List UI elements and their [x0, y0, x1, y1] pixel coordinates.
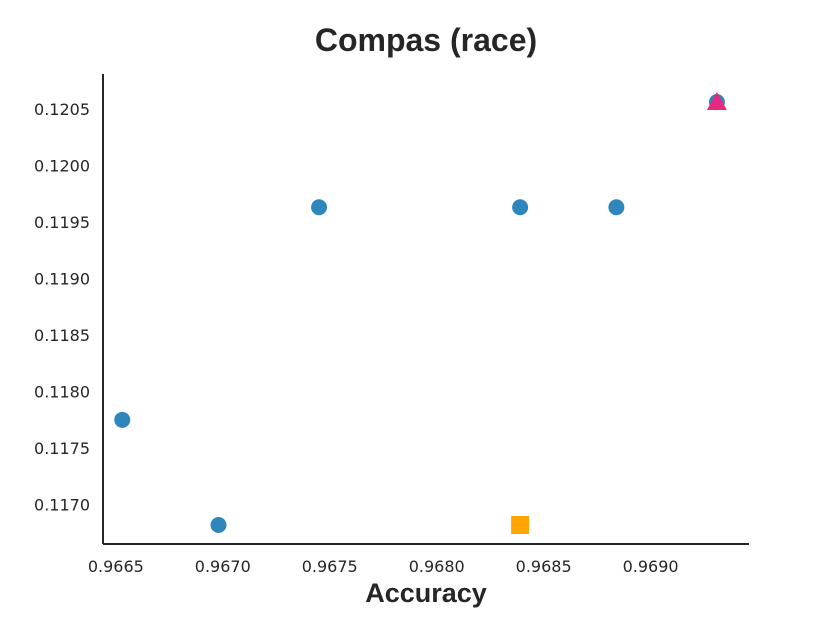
- y-tick-label: 0.1195: [34, 213, 90, 232]
- data-point-circle: [311, 199, 328, 216]
- data-point-circle: [210, 517, 227, 534]
- data-point-triangle: [706, 92, 727, 111]
- x-tick-label: 0.9670: [195, 557, 251, 576]
- y-tick-label: 0.1185: [34, 326, 90, 345]
- x-axis-label: Accuracy: [365, 578, 487, 608]
- x-tick-labels: 0.9665 0.9670 0.9675 0.9680 0.9685 0.9690: [88, 557, 679, 576]
- data-point-circle: [608, 199, 625, 216]
- y-tick-label: 0.1175: [34, 439, 90, 458]
- x-tick-label: 0.9665: [88, 557, 144, 576]
- data-point-circle: [512, 199, 529, 216]
- x-tick-label: 0.9690: [623, 557, 679, 576]
- y-tick-label: 0.1190: [34, 269, 90, 288]
- x-tick-label: 0.9675: [302, 557, 358, 576]
- y-tick-label: 0.1205: [34, 100, 90, 119]
- x-tick-label: 0.9685: [516, 557, 572, 576]
- data-point-circle: [114, 411, 131, 428]
- chart-title: Compas (race): [315, 22, 537, 58]
- y-tick-labels: 0.1170 0.1175 0.1180 0.1185 0.1190 0.1195 0.12…: [34, 100, 90, 515]
- y-tick-label: 0.1180: [34, 383, 90, 402]
- data-point-square: [511, 516, 530, 535]
- y-tick-label: 0.1170: [34, 496, 90, 515]
- data-points: [114, 92, 727, 535]
- y-tick-label: 0.1200: [34, 156, 90, 175]
- x-tick-label: 0.9680: [409, 557, 465, 576]
